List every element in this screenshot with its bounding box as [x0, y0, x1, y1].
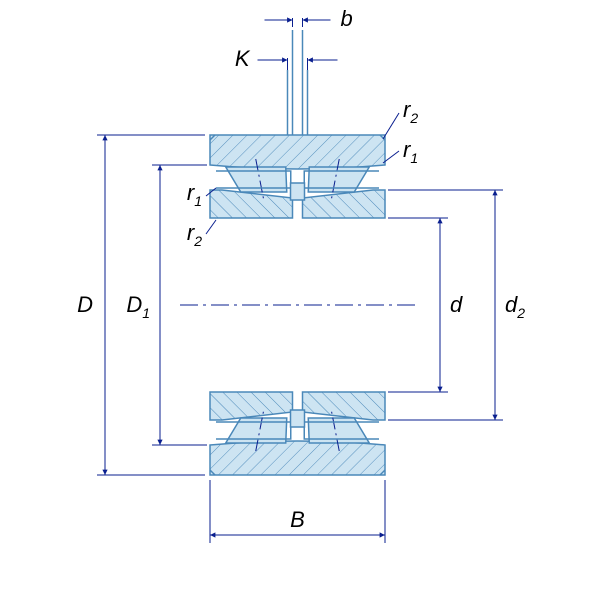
label-r2-inner: r2 [187, 220, 202, 249]
label-b: b [341, 6, 353, 31]
label-d2: d2 [505, 292, 525, 321]
label-D1: D1 [126, 292, 150, 321]
bearing-cross-section-diagram: D D1 d d2 Bb Kr2 r1 r1 r2 [0, 0, 600, 600]
label-D: D [77, 292, 93, 317]
label-B: B [290, 507, 305, 532]
guide-ring [291, 183, 305, 200]
guide-ring [291, 410, 305, 427]
label-r1-outer: r1 [403, 137, 418, 166]
label-d: d [450, 292, 463, 317]
label-r1-inner: r1 [187, 180, 202, 209]
label-K: K [235, 46, 251, 71]
label-r2-outer: r2 [403, 97, 418, 126]
